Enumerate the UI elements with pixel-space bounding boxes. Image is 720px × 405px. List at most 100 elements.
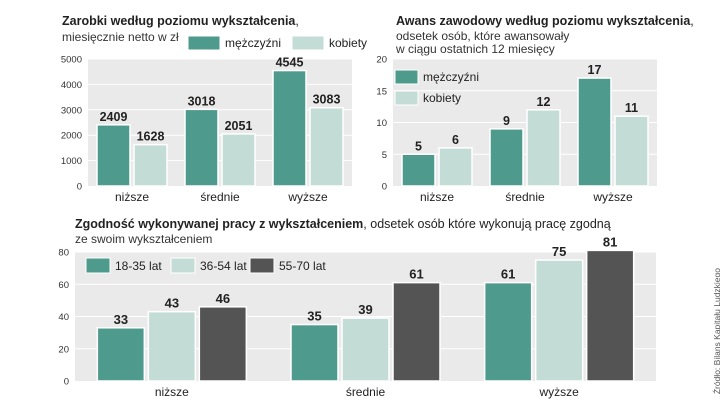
chart-title-bold: Zarobki według poziomu wykształcenia: [62, 14, 296, 28]
bar: [147, 310, 197, 382]
bar: [534, 259, 584, 382]
bar: [221, 133, 256, 187]
y-tick-label: 5: [382, 150, 387, 161]
chart-subtitle: odsetek osób, które awansowały: [396, 29, 570, 43]
legend-swatch: [394, 90, 419, 106]
chart-title-bold: Awans zawodowy według poziomu wykształce…: [396, 14, 691, 28]
legend-swatch: [170, 257, 196, 274]
legend-label: kobiety: [423, 91, 461, 105]
plot-background: [88, 59, 352, 186]
chart-title-suffix: , odsetek osób które wykonują pracę zgod…: [363, 217, 611, 231]
x-tick-label: średnie: [200, 190, 240, 204]
bar: [96, 327, 146, 382]
data-label: 39: [358, 302, 372, 317]
job-match-chart-svg: 0 20 40 60 80 33 43 46 niższe 35 39 61 średnie 61 75 81…: [58, 234, 656, 399]
bar: [309, 106, 344, 187]
legend-swatch: [249, 257, 275, 274]
y-tick-label: 20: [376, 55, 387, 66]
bar: [577, 77, 612, 187]
x-tick-label: niższe: [420, 190, 454, 204]
bar: [483, 281, 533, 382]
data-label: 81: [603, 234, 617, 249]
legend-swatch: [291, 35, 325, 51]
bar: [489, 128, 524, 187]
data-label: 6: [452, 133, 459, 147]
bar: [401, 153, 436, 187]
x-tick-label: niższe: [115, 190, 149, 204]
y-tick-label: 4000: [61, 80, 82, 91]
legend-label: mężczyźni: [225, 36, 281, 50]
data-label: 9: [503, 114, 510, 128]
bar: [614, 115, 649, 187]
bar: [184, 108, 219, 187]
data-label: 33: [114, 312, 128, 327]
data-label: 61: [501, 267, 515, 282]
y-tick-label: 80: [58, 248, 69, 259]
y-tick-label: 40: [58, 312, 69, 323]
bar: [392, 281, 441, 382]
y-tick-label: 0: [382, 182, 387, 193]
chart-title: Zgodność wykonywanej pracy z wykształcen…: [75, 217, 611, 232]
bar: [198, 306, 248, 382]
x-tick-label: wyższe: [592, 190, 633, 204]
x-tick-label: wyższe: [287, 190, 328, 204]
data-label: 61: [409, 267, 423, 282]
y-tick-label: 1000: [61, 156, 82, 167]
data-label: 46: [216, 291, 230, 306]
y-tick-label: 3000: [61, 105, 82, 116]
data-label: 12: [537, 95, 551, 109]
bar: [96, 124, 131, 187]
bar: [133, 143, 168, 187]
data-label: 75: [552, 244, 566, 259]
earnings-chart-svg: 0 1000 2000 3000 4000 5000 2409 1628 niższe 3018 2…: [61, 35, 367, 204]
chart-title-suffix: ,: [295, 14, 299, 28]
bar: [290, 323, 339, 382]
y-tick-label: 15: [376, 86, 387, 97]
chart-title-suffix: ,: [690, 14, 694, 28]
y-tick-label: 20: [58, 344, 69, 355]
chart-subtitle-2: w ciągu ostatnich 12 miesięcy: [396, 42, 555, 56]
chart-title-bold: Zgodność wykonywanej pracy z wykształcen…: [75, 217, 364, 231]
chart-promotion: Awans zawodowy według poziomu wykształce…: [365, 0, 720, 204]
legend-swatch: [394, 69, 419, 85]
chart-subtitle: miesięcznie netto w zł: [62, 30, 179, 44]
x-tick-label: niższe: [155, 385, 189, 399]
promotion-chart-svg: 0 5 10 15 20 5 6 niższe 9 12 średnie 17 11 wyższe mężc…: [376, 55, 657, 204]
y-tick-label: 0: [77, 182, 82, 193]
legend-swatch: [85, 257, 111, 274]
legend-swatch: [187, 35, 221, 51]
data-label: 2051: [225, 119, 253, 133]
y-tick-label: 0: [64, 377, 69, 388]
data-label: 43: [165, 296, 179, 311]
data-label: 2409: [100, 110, 128, 124]
chart-title: Awans zawodowy według poziomu wykształce…: [396, 14, 694, 29]
bar: [438, 147, 473, 187]
x-tick-label: wyższe: [538, 385, 579, 399]
y-tick-label: 10: [376, 118, 387, 129]
x-tick-label: średnie: [346, 385, 386, 399]
legend-label: 55-70 lat: [279, 259, 326, 273]
bar: [341, 317, 390, 382]
chart-title: Zarobki według poziomu wykształcenia,: [62, 14, 299, 29]
data-label: 35: [307, 309, 321, 324]
data-label: 3083: [313, 93, 341, 107]
legend-label: kobiety: [329, 36, 367, 50]
data-label: 17: [588, 63, 602, 77]
y-tick-label: 5000: [61, 55, 82, 66]
data-label: 5: [415, 139, 422, 153]
data-label: 4545: [276, 56, 304, 70]
source-note: Źródło: Bilans Kapitału Ludzkiego: [712, 268, 720, 395]
chart-subtitle: ze swoim wykształceniem: [75, 232, 213, 246]
x-tick-label: średnie: [505, 190, 545, 204]
data-label: 11: [625, 101, 638, 115]
bar: [272, 69, 307, 187]
data-label: 1628: [137, 130, 165, 144]
bar: [585, 249, 635, 382]
legend-label: mężczyźni: [423, 70, 479, 84]
chart-earnings: Zarobki według poziomu wykształcenia, mi…: [0, 0, 367, 204]
y-tick-label: 60: [58, 280, 69, 291]
legend-label: 18-35 lat: [115, 259, 162, 273]
chart-job-match: Zgodność wykonywanej pracy z wykształcen…: [0, 205, 720, 405]
legend-label: 36-54 lat: [200, 259, 247, 273]
y-tick-label: 2000: [61, 131, 82, 142]
